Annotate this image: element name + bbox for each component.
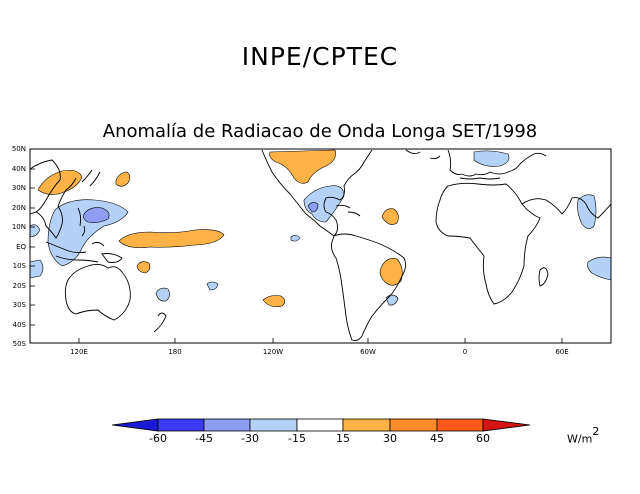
coast-europe [447,149,547,177]
lon-label-180: 180 [168,348,182,356]
lat-label-eq: EQ [16,243,26,251]
anomaly-arabian-sea [577,194,597,229]
coast-asia-southeast [35,177,77,239]
coast-south-america [331,233,407,341]
coastlines [30,149,611,341]
coast-new-zealand [153,312,167,333]
anomaly-indian-ocean-west [30,259,44,279]
anomaly-south-brazil [385,294,399,306]
units-power: 2 [592,425,600,438]
colorbar-arrow-left [111,418,159,432]
colorbar-arrow-right [482,418,531,432]
anomaly-field [30,149,611,308]
colorbar-label-2: -45 [195,432,213,445]
anomaly-us-mexico [269,149,336,184]
colorbar-bin-2 [203,418,251,432]
colorbar-bin-7 [436,418,484,432]
anomaly-australia-east [155,287,170,302]
colorbar-label-4: -15 [288,432,306,445]
colorbar-label-7: 45 [430,432,444,445]
lat-label-50s: 50S [12,340,26,348]
anomaly-philippine-core [83,207,110,223]
lat-label-10s: 10S [12,262,26,270]
lat-label-10n: 10N [11,223,26,231]
coast-philippines [77,207,86,237]
anomaly-east-pacific-small [290,234,301,242]
colorbar-label-5: 15 [336,432,350,445]
lon-label-0: 0 [462,348,468,356]
anomaly-south-pacific-small [206,281,219,291]
lat-label-40n: 40N [11,165,26,173]
anomaly-central-america-core [307,202,319,213]
coast-japan-korea [81,169,101,187]
anomaly-southwest-pacific [136,261,151,274]
lon-label-120w: 120W [262,348,284,356]
lat-label-40s: 40S [12,321,26,329]
lat-label-30s: 30S [12,301,26,309]
coast-caribbean [335,204,361,217]
coast-asia [30,159,61,215]
colorbar-label-3: -30 [241,432,259,445]
coast-new-guinea [101,253,123,263]
coast-mediterranean [459,177,501,180]
lon-ticks [78,338,563,343]
coast-greenland-iceland [405,149,441,160]
institution-title: INPE/CPTEC [241,42,399,71]
lon-label-60e: 60E [555,348,569,356]
lat-label-50n: 50N [11,145,26,153]
lat-label-20s: 20S [12,282,26,290]
anomaly-pacific-itcz-band [118,229,225,249]
map-frame [29,148,612,344]
colorbar-label-1: -60 [149,432,167,445]
lon-label-120e: 120E [70,348,88,356]
anomaly-europe [473,150,510,167]
colorbar-bin-3 [249,418,298,432]
anomaly-tropical-atlantic [381,208,399,225]
coast-africa [435,182,541,305]
coast-arabia-india [521,197,611,219]
coast-north-america [261,149,373,237]
lat-label-30n: 30N [11,184,26,192]
anomaly-west-pacific-north [37,169,83,195]
colorbar-bin-4 [296,418,344,432]
colorbar-label-6: 30 [383,432,397,445]
anomaly-east-indian-ocean [587,256,611,281]
lat-ticks [30,148,35,344]
colorbar-units: W/m2 [567,425,600,446]
map-title: Anomalía de Radiacao de Onda Longa SET/1… [102,121,538,142]
coast-madagascar [538,267,549,287]
colorbar-bin-1 [157,418,205,432]
anomaly-southeast-pacific [262,295,286,308]
coast-australia [64,263,131,321]
anomaly-east-brazil [379,258,403,286]
anomaly-north-pacific-small [115,171,131,187]
colorbar-bin-5 [342,418,391,432]
lat-label-20n: 20N [11,204,26,212]
coast-indonesia [45,241,105,263]
colorbar [111,418,531,432]
colorbar-label-8: 60 [476,432,490,445]
lon-label-60w: 60W [360,348,376,356]
colorbar-bin-6 [389,418,438,432]
units-base: W/m [567,432,593,446]
anomaly-maritime-continent [30,224,41,237]
